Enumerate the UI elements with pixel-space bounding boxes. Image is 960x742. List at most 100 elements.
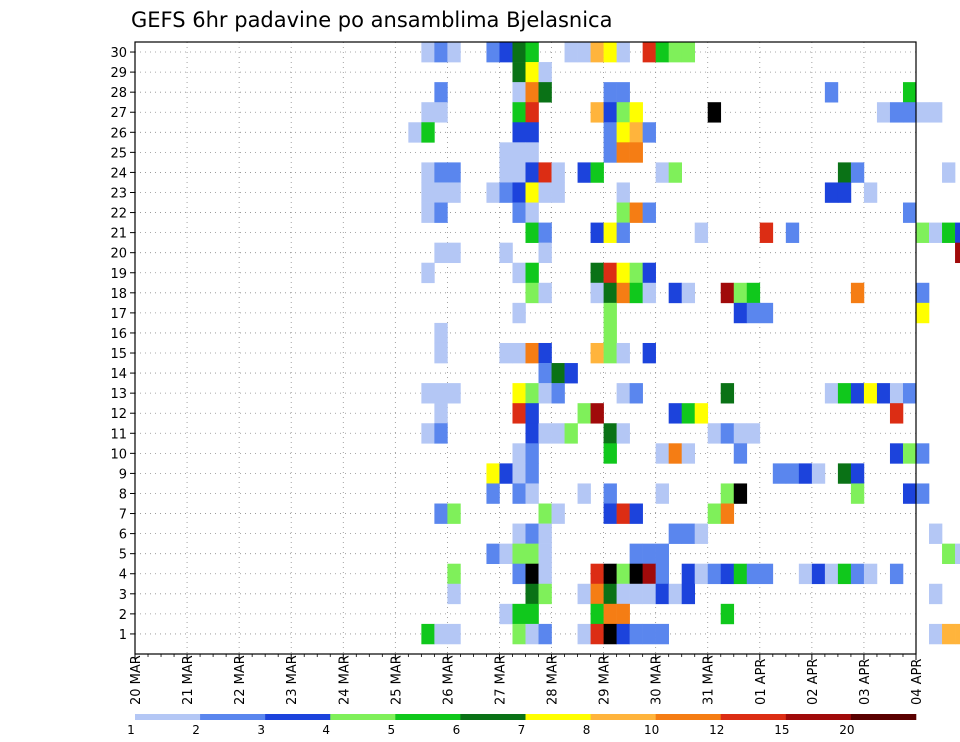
colorbar-label: 2 <box>192 723 200 737</box>
x-tick-label: 25 MAR <box>389 655 404 705</box>
heatmap-cell <box>629 623 643 645</box>
heatmap-cell <box>447 623 461 645</box>
heatmap-cell <box>616 42 630 63</box>
heatmap-cell <box>512 603 526 625</box>
heatmap-cell <box>538 62 552 83</box>
heatmap-cell <box>525 443 539 464</box>
heatmap-cell <box>538 543 552 565</box>
heatmap-cell <box>525 383 539 404</box>
heatmap-cell <box>512 122 526 143</box>
heatmap-cell <box>447 503 461 524</box>
heatmap-cell <box>538 242 552 264</box>
colorbar-label: 4 <box>322 723 330 737</box>
heatmap-cell <box>629 563 643 585</box>
heatmap-cell <box>629 102 643 123</box>
heatmap-cell <box>616 202 630 223</box>
y-tick-label: 22 <box>110 207 127 222</box>
heatmap-cell <box>694 403 709 424</box>
heatmap-cell <box>408 122 422 143</box>
heatmap-cell <box>785 463 800 484</box>
heatmap-cell <box>655 443 669 464</box>
heatmap-cell <box>434 403 448 424</box>
x-tick-label: 31 MAR <box>702 655 717 705</box>
y-tick-label: 13 <box>110 387 127 402</box>
heatmap-cell <box>720 483 735 504</box>
heatmap-cell <box>538 423 552 444</box>
heatmap-cell <box>681 42 696 63</box>
heatmap-cell <box>616 383 630 404</box>
heatmap-cell <box>434 242 448 264</box>
heatmap-cell <box>499 182 513 203</box>
x-tick-label: 01 APR <box>754 659 769 705</box>
heatmap-cell <box>486 483 500 504</box>
colorbar-label: 10 <box>644 723 659 737</box>
heatmap-cell <box>942 222 956 243</box>
heatmap-cell <box>447 182 461 203</box>
heatmap-cell <box>694 563 709 585</box>
heatmap-cell <box>733 302 748 324</box>
heatmap-cell <box>642 563 656 585</box>
y-tick-label: 9 <box>119 467 127 482</box>
x-tick-label: 27 MAR <box>493 655 508 705</box>
colorbar-swatch <box>330 714 396 720</box>
heatmap-cell <box>525 543 539 565</box>
heatmap-cell <box>538 82 552 103</box>
heatmap-cell <box>850 483 865 504</box>
heatmap-cell <box>759 302 774 324</box>
heatmap-cell <box>577 583 591 605</box>
colorbar-label: 15 <box>774 723 789 737</box>
heatmap-cells <box>408 42 960 645</box>
heatmap-cell <box>525 182 539 203</box>
y-tick-label: 1 <box>119 628 127 643</box>
heatmap-cell <box>629 583 643 605</box>
heatmap-cell <box>512 403 526 424</box>
x-tick-label: 26 MAR <box>441 655 456 705</box>
heatmap-cell <box>772 463 787 484</box>
heatmap-cell <box>525 423 539 444</box>
heatmap-cell <box>603 302 617 324</box>
colorbar-swatch <box>395 714 461 720</box>
heatmap-cell <box>525 82 539 103</box>
heatmap-cell <box>629 142 643 163</box>
heatmap-cell <box>434 162 448 183</box>
colorbar-swatch <box>655 714 722 720</box>
heatmap-cell <box>616 583 630 605</box>
heatmap-cell <box>655 42 669 63</box>
heatmap-cell <box>512 623 526 645</box>
heatmap-cell <box>603 322 617 344</box>
y-tick-label: 12 <box>110 407 127 422</box>
heatmap-cell <box>577 42 591 63</box>
heatmap-cell <box>720 503 735 524</box>
heatmap-cell <box>759 563 774 585</box>
heatmap-cell <box>759 222 774 243</box>
heatmap-cell <box>525 102 539 123</box>
y-tick-label: 2 <box>119 608 127 623</box>
colorbar-swatch <box>720 714 787 720</box>
y-tick-label: 23 <box>110 186 127 201</box>
heatmap-cell <box>512 302 526 324</box>
y-tick-label: 3 <box>119 588 127 603</box>
heatmap-cell <box>929 523 943 544</box>
colorbar-label: 12 <box>709 723 724 737</box>
heatmap-cell <box>590 623 604 645</box>
x-tick-label: 22 MAR <box>233 655 248 705</box>
x-tick-label: 03 APR <box>858 659 873 705</box>
heatmap-cell <box>512 142 526 163</box>
heatmap-cell <box>603 82 617 103</box>
heatmap-cell <box>629 262 643 284</box>
heatmap-cell <box>746 563 761 585</box>
heatmap-cell <box>512 42 526 63</box>
y-tick-label: 20 <box>110 247 127 262</box>
heatmap-cell <box>733 563 748 585</box>
heatmap-cell <box>942 543 956 565</box>
heatmap-cell <box>499 342 513 364</box>
heatmap-cell <box>603 262 617 284</box>
heatmap-cell <box>707 102 722 123</box>
heatmap-cell <box>603 483 617 504</box>
heatmap-cell <box>421 423 435 444</box>
colorbar-label: 7 <box>518 723 526 737</box>
x-tick-label: 29 MAR <box>598 655 613 705</box>
heatmap-cell <box>564 42 578 63</box>
heatmap-cell <box>642 282 656 304</box>
heatmap-cell <box>577 403 591 424</box>
